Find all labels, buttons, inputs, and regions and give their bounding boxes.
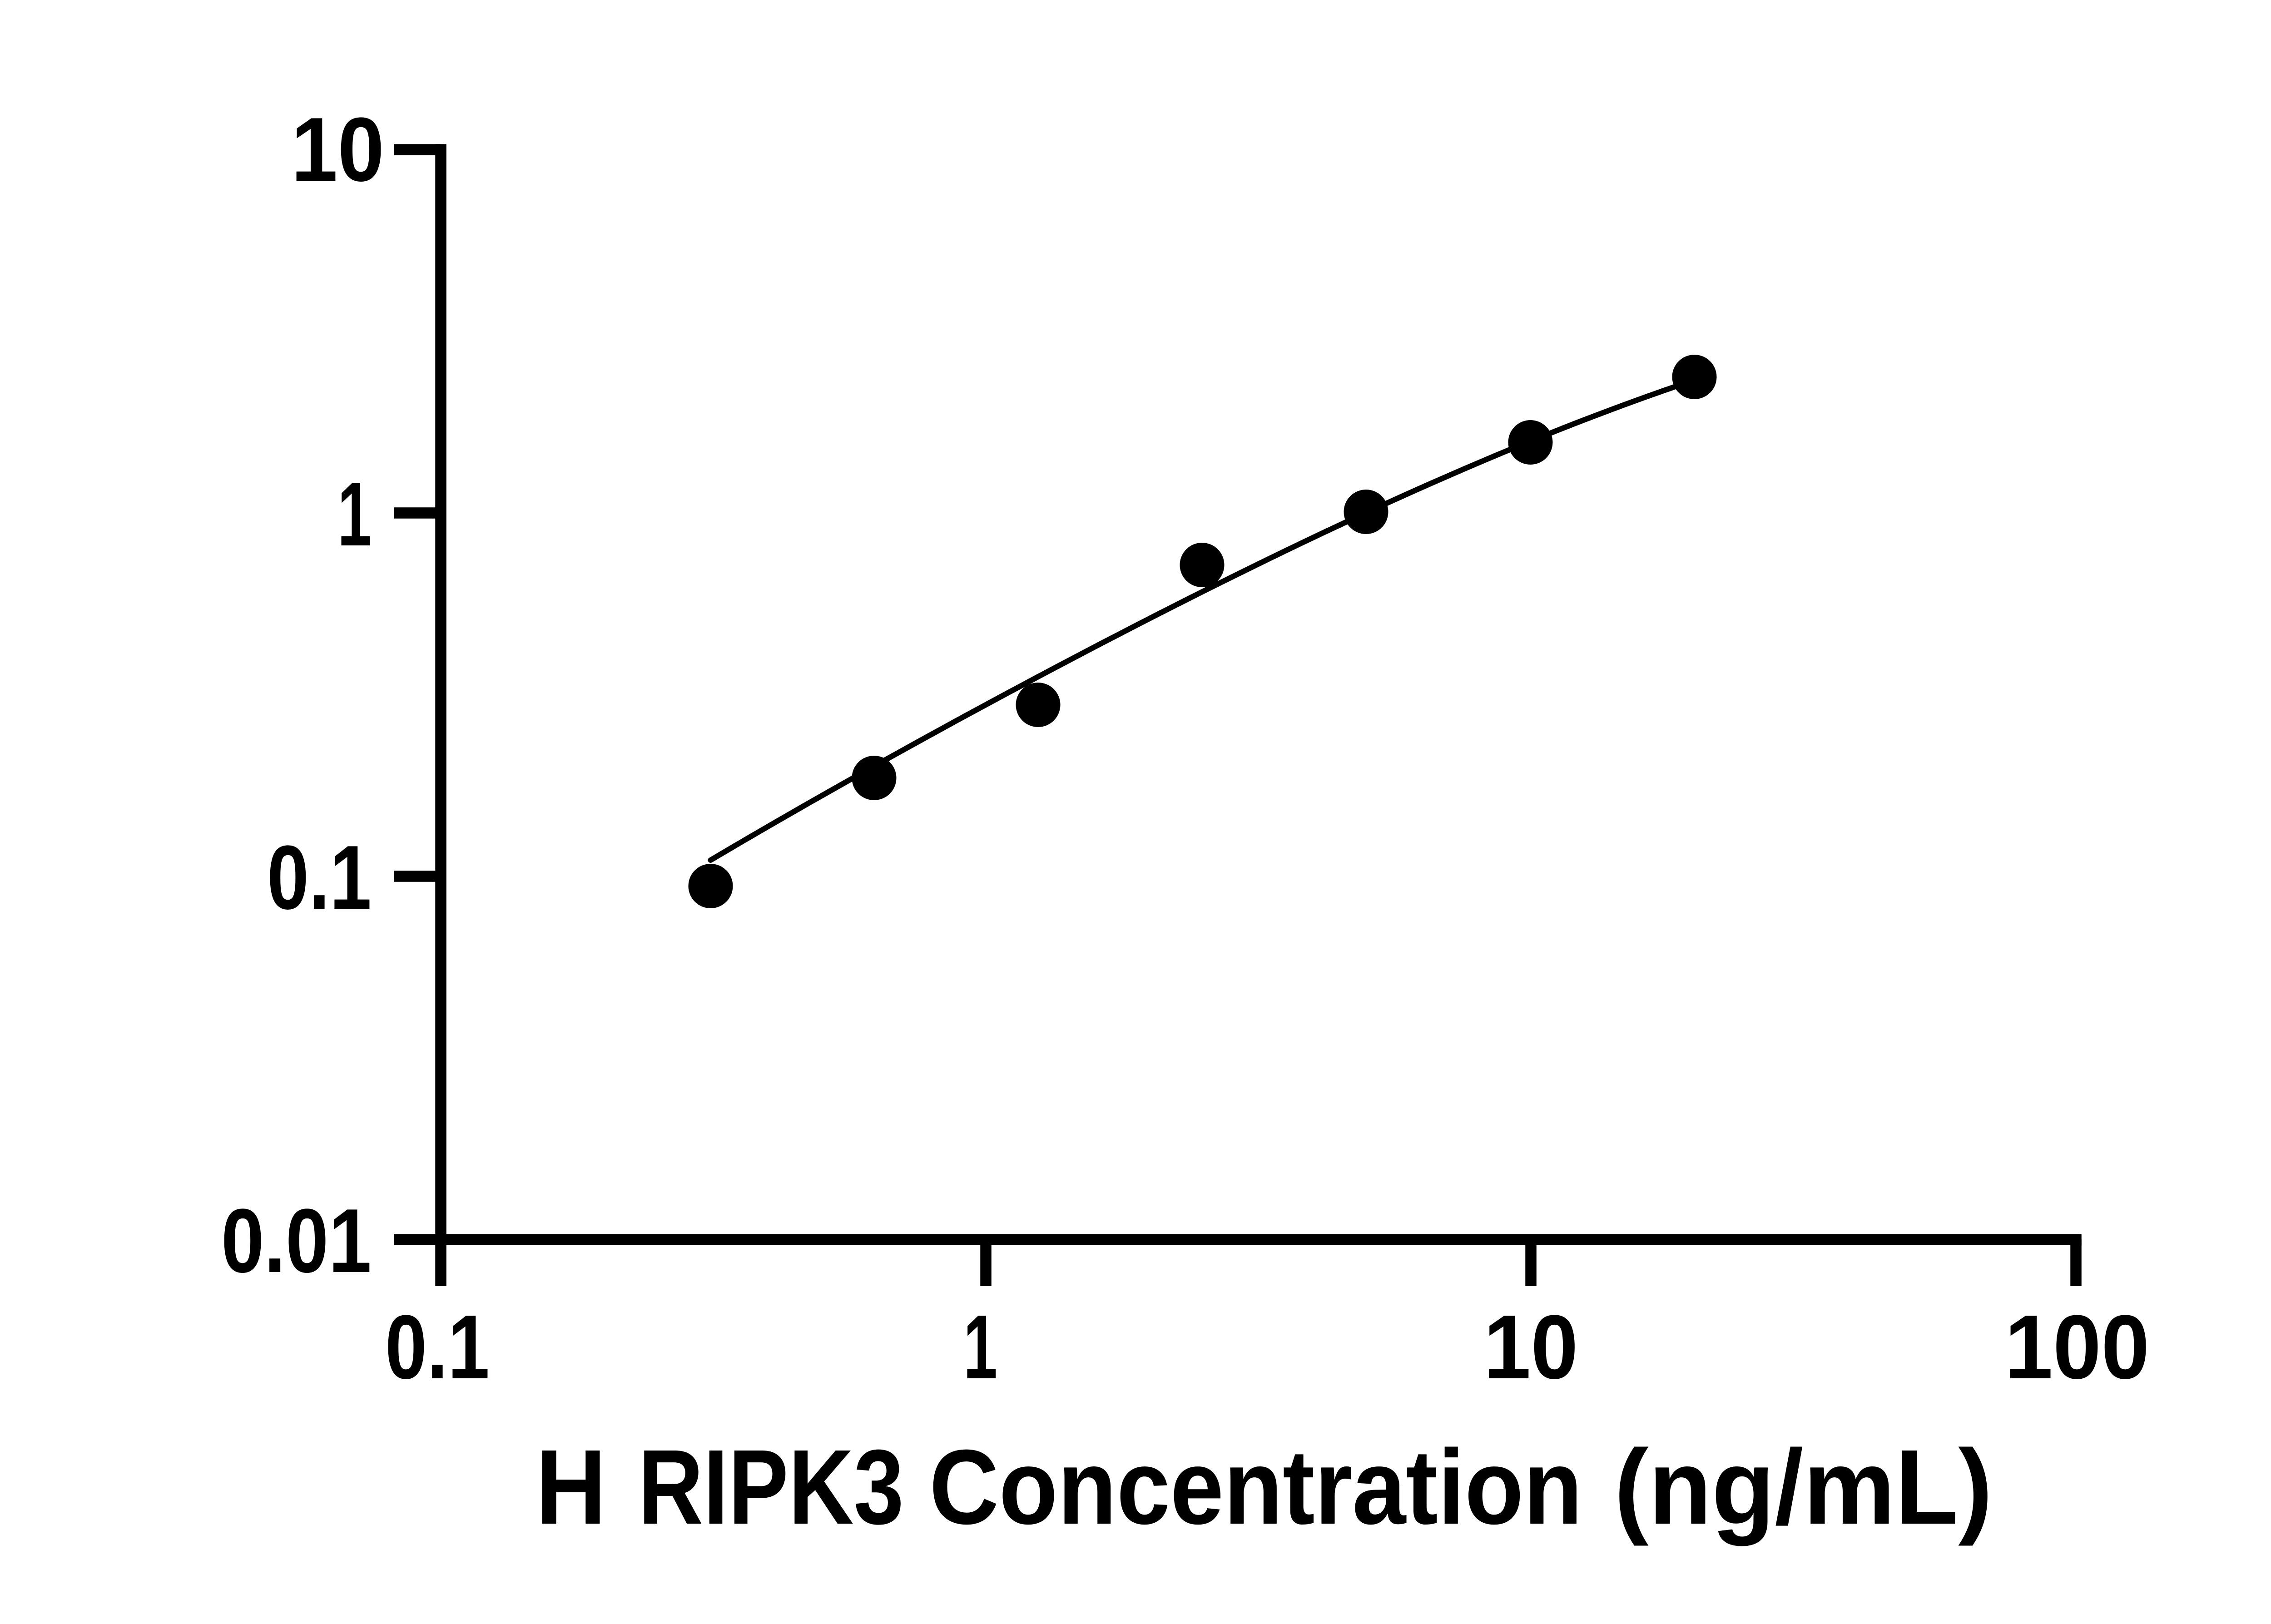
svg-text:0.1: 0.1 — [385, 1297, 490, 1398]
svg-text:100: 100 — [2005, 1297, 2150, 1398]
svg-text:0.01: 0.01 — [221, 1190, 372, 1292]
svg-text:10: 10 — [1484, 1297, 1578, 1398]
svg-text:10: 10 — [291, 99, 384, 200]
svg-text:(ng/mL): (ng/mL) — [1614, 1427, 1993, 1546]
svg-text:RIPK3: RIPK3 — [638, 1427, 904, 1546]
svg-text:1: 1 — [963, 1297, 997, 1398]
svg-text:H: H — [536, 1427, 606, 1546]
svg-text:0.1: 0.1 — [267, 827, 372, 928]
svg-text:Concentration: Concentration — [929, 1427, 1582, 1546]
svg-text:1: 1 — [337, 464, 372, 565]
